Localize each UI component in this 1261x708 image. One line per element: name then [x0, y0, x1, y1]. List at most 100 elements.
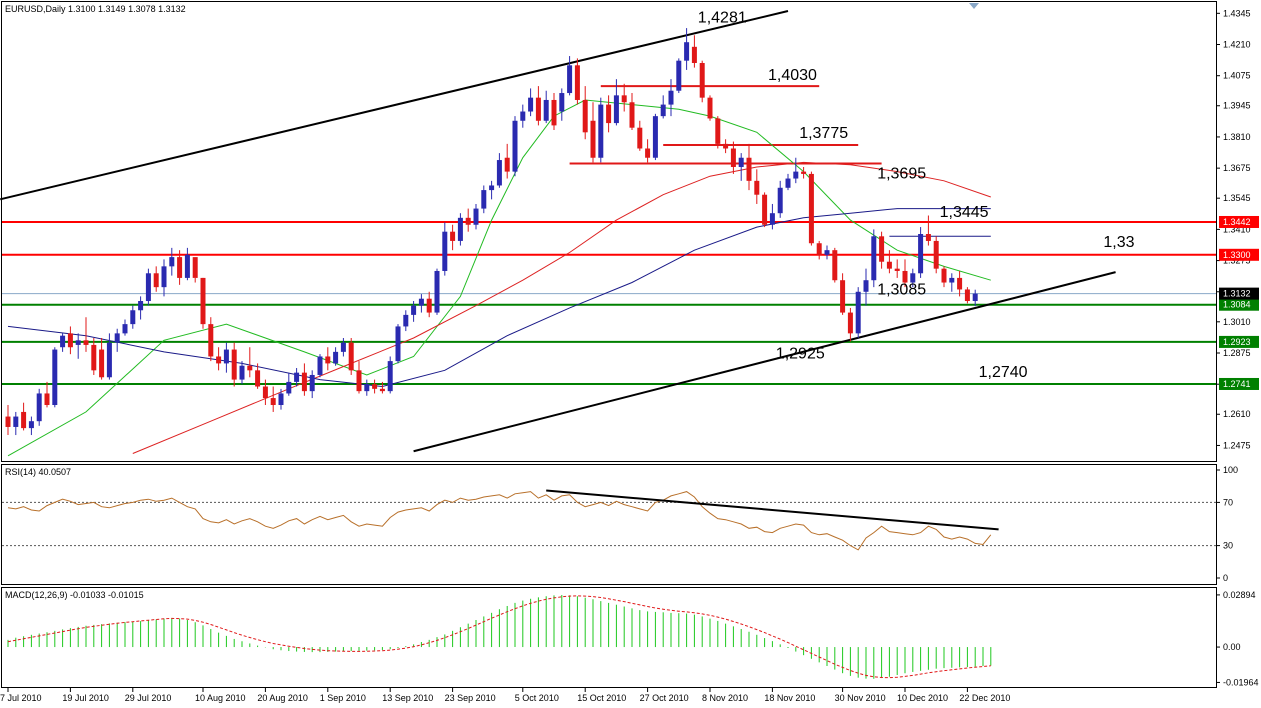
candle-body	[223, 349, 229, 364]
candle-body	[645, 148, 651, 158]
macd-panel-frame	[1, 587, 1217, 688]
candle-body	[465, 217, 471, 225]
candle-body	[668, 90, 674, 105]
candle-body	[886, 261, 892, 269]
rsi-axis-label: 100	[1223, 465, 1238, 475]
candle-body	[894, 268, 900, 271]
candle-body	[426, 298, 432, 313]
candle-body	[715, 118, 721, 144]
candle-body	[153, 273, 159, 288]
price-axis-label: 1.3410	[1223, 224, 1251, 234]
candle-body	[964, 289, 970, 302]
candle-body	[418, 298, 424, 306]
candle-body	[879, 236, 885, 262]
candle-body	[684, 42, 690, 61]
candle-body	[793, 171, 799, 179]
candle-body	[325, 356, 331, 364]
candle-body	[208, 324, 214, 357]
candle-body	[44, 393, 50, 406]
candle-body	[99, 349, 105, 378]
candle-body	[489, 185, 495, 191]
candle-body	[83, 340, 89, 345]
candle-body	[746, 157, 752, 181]
candle-body	[145, 273, 151, 302]
candle-body	[910, 273, 916, 283]
price-axis-label: 1.3810	[1223, 132, 1251, 142]
candle-body	[387, 361, 393, 392]
candle-body	[457, 217, 463, 241]
candle-body	[972, 293, 978, 302]
macd-panel-header: MACD(12,26,9) -0.01033 -0.01015	[5, 590, 144, 600]
x-axis-label: 19 Jul 2010	[62, 693, 109, 703]
candle-body	[762, 194, 768, 225]
rsi-axis-label: 0	[1223, 573, 1228, 583]
candle-body	[5, 416, 11, 427]
moving-average-line	[7, 208, 991, 388]
candle-body	[660, 104, 666, 117]
candle-body	[832, 250, 838, 281]
macd-axis-label: 0.00	[1223, 642, 1241, 652]
candle-body	[847, 312, 853, 334]
price-axis-label: 1.2875	[1223, 348, 1251, 358]
candle-body	[130, 310, 136, 325]
price-level-badge	[1219, 248, 1259, 261]
candle-body	[36, 393, 42, 422]
candle-body	[785, 178, 791, 188]
candle-body	[801, 171, 807, 174]
x-axis-label: 10 Dec 2010	[897, 693, 948, 703]
candle-body	[551, 99, 557, 126]
candle-body	[629, 102, 635, 128]
candle-body	[138, 301, 144, 311]
candle-body	[169, 257, 175, 267]
macd-axis-label: 0.02894	[1223, 590, 1256, 600]
candle-body	[184, 254, 190, 278]
candle-body	[450, 231, 456, 241]
candle-body	[777, 187, 783, 214]
price-level-badge-label: 1.3084	[1223, 300, 1251, 310]
candle-body	[216, 356, 222, 364]
candle-body	[652, 116, 658, 158]
candle-body	[67, 333, 73, 348]
price-axis-label: 1.2475	[1223, 440, 1251, 450]
chart-shift-marker-icon[interactable]	[969, 3, 979, 9]
candle-body	[114, 333, 120, 343]
candle-body	[808, 173, 814, 244]
candle-body	[231, 349, 237, 380]
candle-body	[582, 99, 588, 133]
candle-body	[356, 370, 362, 392]
price-level-badge-label: 1.3442	[1223, 217, 1251, 227]
candle-body	[528, 97, 534, 112]
x-axis-label: 23 Sep 2010	[445, 693, 496, 703]
price-axis-label: 1.3010	[1223, 317, 1251, 327]
candle-body	[262, 386, 268, 399]
candle-body	[535, 97, 541, 121]
candle-body	[317, 356, 323, 375]
candle-body	[52, 349, 58, 406]
candle-body	[691, 46, 697, 63]
candle-body	[941, 268, 947, 283]
candle-body	[340, 342, 346, 352]
trend-line	[413, 271, 1116, 453]
candle-body	[637, 127, 643, 149]
candle-body	[60, 335, 66, 348]
macd-signal-line	[7, 595, 991, 679]
x-axis-label: 8 Nov 2010	[702, 693, 748, 703]
candle-body	[723, 143, 729, 149]
candle-body	[512, 120, 518, 172]
price-axis-label: 1.2610	[1223, 409, 1251, 419]
candle-body	[372, 384, 378, 389]
candle-body	[855, 291, 861, 334]
price-panel-frame	[1, 1, 1217, 462]
price-level-badge	[1219, 215, 1259, 228]
candle-body	[621, 95, 627, 103]
candle-body	[598, 104, 604, 158]
candle-body	[247, 365, 253, 371]
price-level-badge-label: 1.2923	[1223, 337, 1251, 347]
x-axis-label: 10 Aug 2010	[195, 693, 246, 703]
price-level-badge-label: 1.2741	[1223, 379, 1251, 389]
candle-body	[309, 374, 315, 392]
price-annotation: 1,4030	[768, 67, 817, 84]
macd-axis-label: -0.01964	[1223, 677, 1259, 687]
x-axis-label: 30 Nov 2010	[835, 693, 886, 703]
